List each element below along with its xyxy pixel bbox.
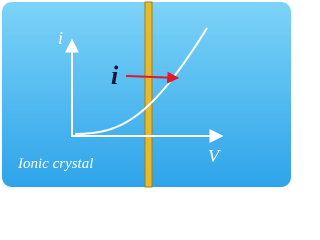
red-arrow xyxy=(125,71,180,84)
caption: Ionic crystal xyxy=(17,156,93,172)
diagram: i V i Ionic crystal xyxy=(2,1,291,188)
curve xyxy=(74,27,208,135)
y-label: i xyxy=(58,28,63,48)
x-label: V xyxy=(208,146,221,166)
yellow-line xyxy=(144,1,153,188)
current-label: i xyxy=(111,61,119,90)
